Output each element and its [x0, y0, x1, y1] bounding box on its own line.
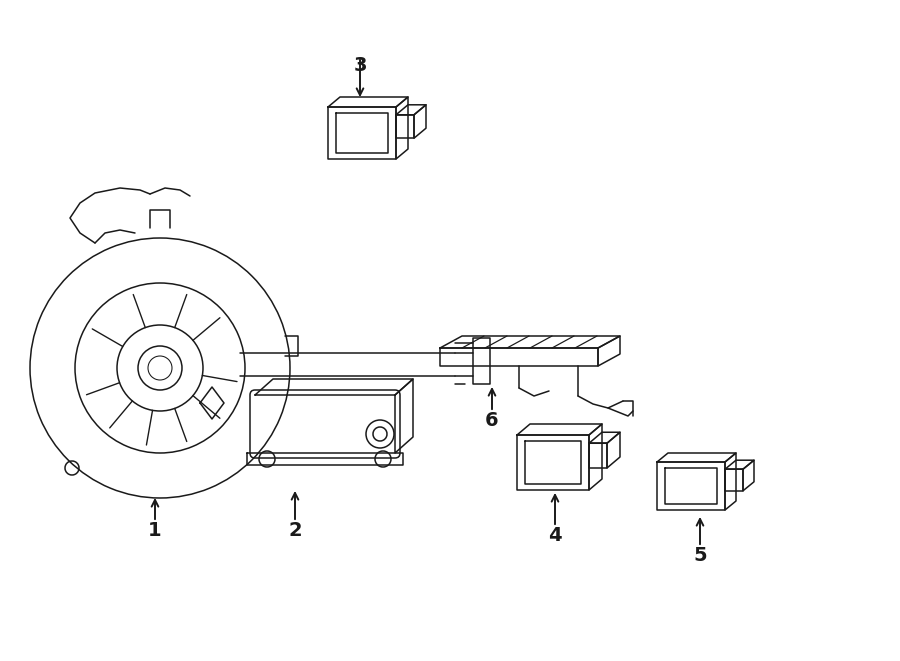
Text: 3: 3 — [353, 56, 367, 75]
Text: 1: 1 — [148, 521, 162, 540]
Text: 4: 4 — [548, 526, 562, 545]
Text: 2: 2 — [288, 521, 302, 540]
Text: 5: 5 — [693, 546, 706, 565]
Text: 6: 6 — [485, 411, 499, 430]
